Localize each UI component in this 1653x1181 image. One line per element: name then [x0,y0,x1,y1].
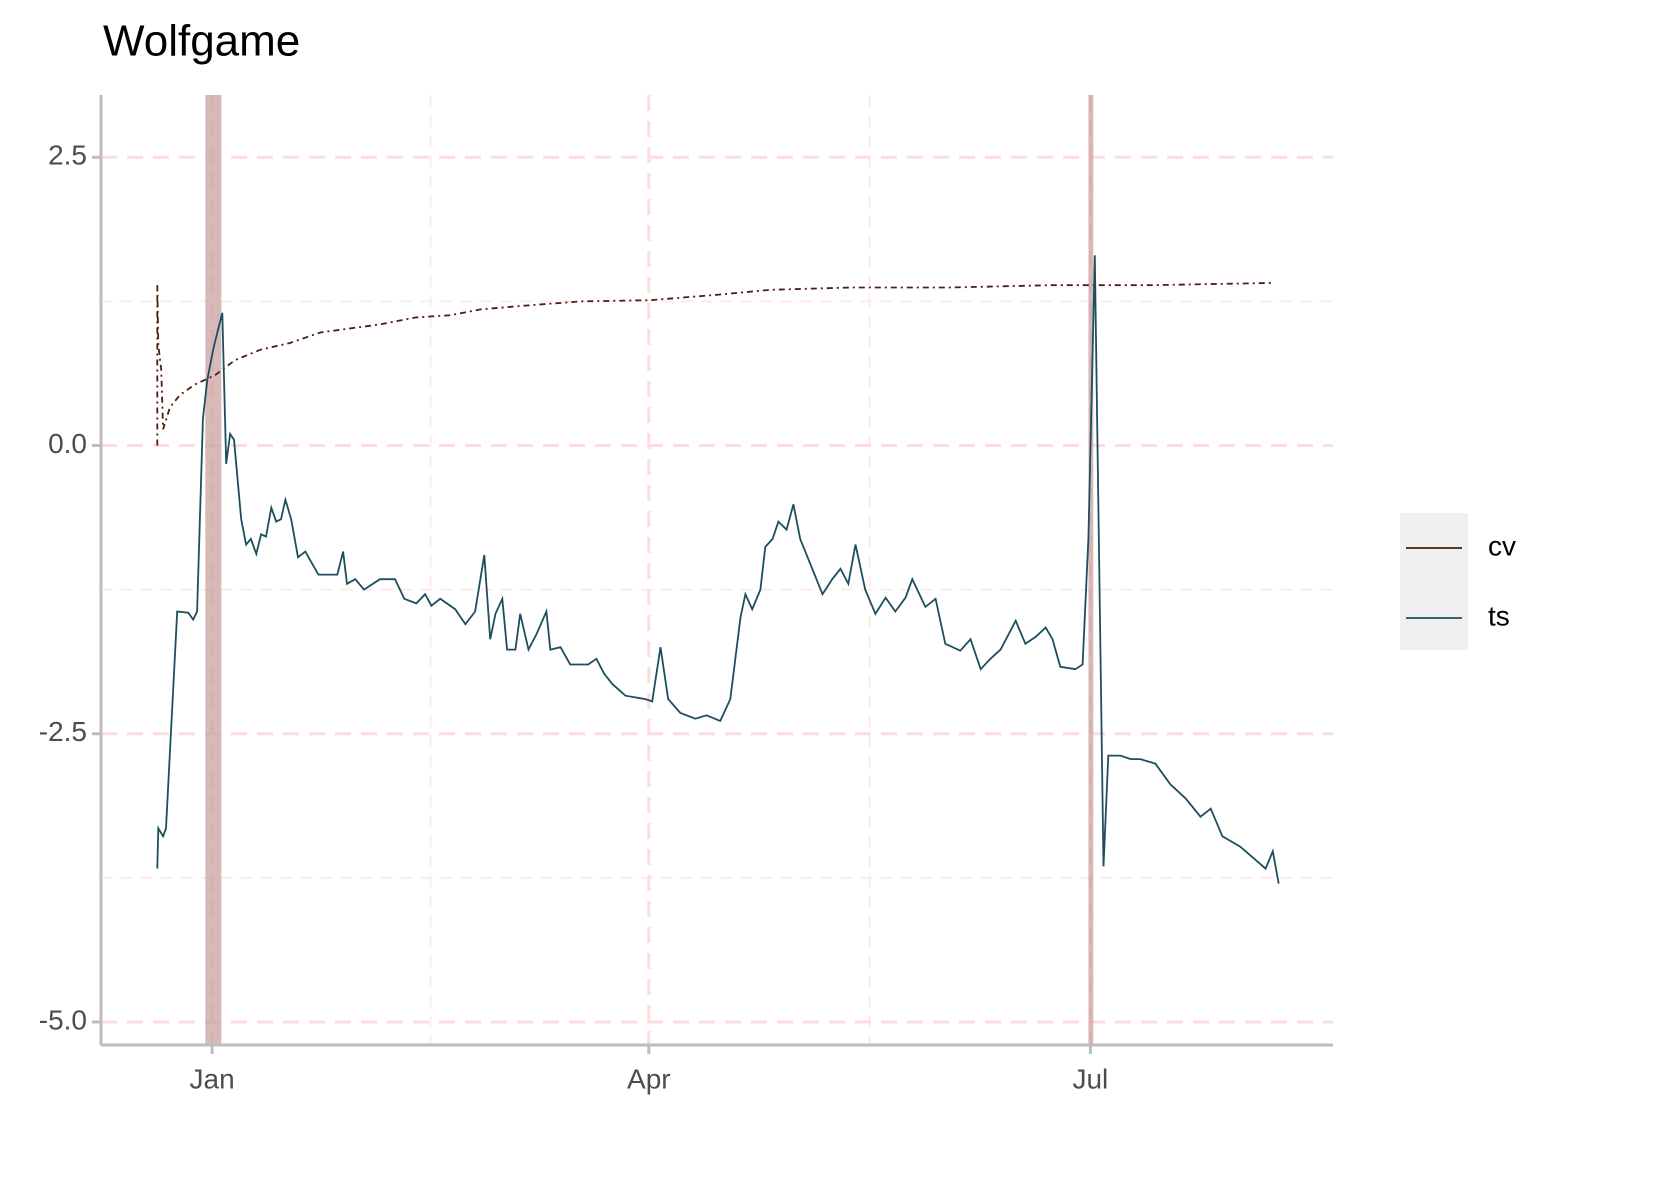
legend-label: cv [1488,530,1516,561]
series-line [156,282,1274,446]
highlight-band [1088,95,1094,1045]
y-tick-label: -5.0 [39,1004,87,1035]
legend-key-background [1400,513,1468,650]
y-tick-label: 0.0 [48,428,87,459]
legend-label: ts [1488,600,1510,631]
y-tick-label: 2.5 [48,140,87,171]
x-tick-label: Apr [627,1063,671,1094]
chart-title: Wolfgame [103,17,300,66]
x-tick-label: Jan [190,1063,235,1094]
y-tick-label: -2.5 [39,716,87,747]
x-tick-label: Jul [1072,1063,1108,1094]
series-line [156,255,1280,884]
highlight-band [205,95,222,1045]
